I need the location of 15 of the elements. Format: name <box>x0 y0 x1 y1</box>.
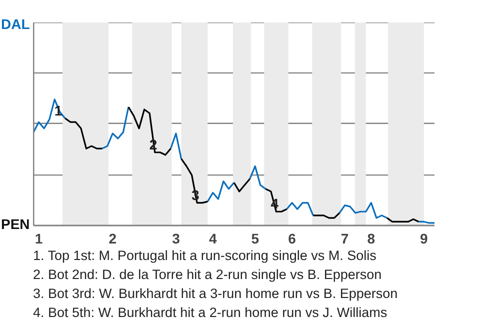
text: 3. Bot 3rd: W. Burkhardt hit a 3-run home run vs B. Epperson <box>33 285 398 303</box>
text: 2. Bot 2nd: D. de la Torre hit a 2-run single vs B. Epperson <box>33 266 382 284</box>
text: 4. Bot 5th: W. Burkhardt hit a 2-run home run vs J. Williams <box>33 304 388 320</box>
text: DAL <box>1 15 30 34</box>
x-tick-label: 1 <box>34 230 43 246</box>
x-tick-label: 6 <box>288 230 296 246</box>
x-tick-label: 7 <box>340 230 349 246</box>
x-tick-label: 8 <box>367 230 376 246</box>
x-tick-label: 5 <box>251 230 260 246</box>
text: PEN <box>1 215 30 234</box>
x-tick-label: 2 <box>108 230 117 246</box>
x-tick-label: 3 <box>172 230 180 246</box>
x-tick-label: 9 <box>420 230 428 246</box>
text: 1. Top 1st: M. Portugal hit a run-scoring single vs M. Solis <box>33 247 376 265</box>
x-tick-label: 4 <box>209 230 217 246</box>
